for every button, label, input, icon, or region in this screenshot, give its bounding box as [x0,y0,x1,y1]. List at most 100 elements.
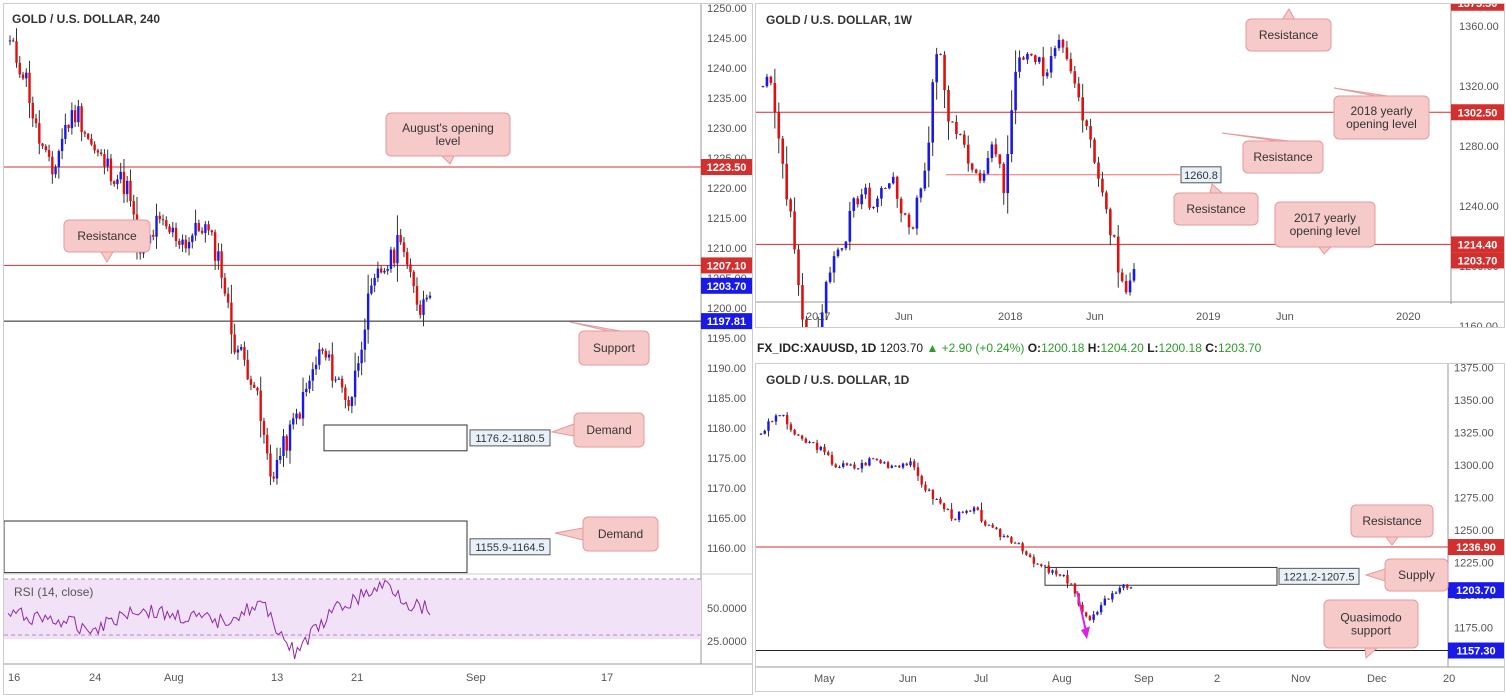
price-change: ▲ +2.90 (+0.24%) [926,341,1025,355]
callout-quasimodo: support [1351,624,1392,638]
candle-weekly [777,112,781,139]
candle-daily [1055,570,1058,575]
candle-daily [987,524,991,526]
price-tag: 1236.90 [1456,542,1496,554]
candle-weekly [805,319,808,327]
candle-daily [1028,554,1032,558]
candle-daily [1096,612,1099,615]
candle-240 [392,249,396,264]
candle-weekly [1081,97,1084,121]
zone-label-bg [469,538,551,556]
arrow-shaft [1076,590,1087,632]
close-label: C: [1205,341,1218,355]
candle-weekly [1049,56,1053,73]
candle-weekly [773,82,777,113]
y-tick: 1230.00 [707,123,747,135]
y-tick: 1360.00 [1459,21,1499,33]
candle-weekly [836,249,840,257]
candle-240 [295,413,298,419]
candle-daily [1099,605,1103,613]
price-axis [701,4,752,694]
price-tag-bg [701,313,752,330]
candle-weekly [990,144,994,159]
candle-weekly [769,76,773,83]
candle-daily [834,464,837,468]
candle-weekly [864,187,867,195]
x-tick: Sep [466,672,486,684]
y-tick: 1275.00 [1454,493,1494,505]
candle-daily [905,463,908,466]
candle-daily [898,465,901,468]
candle-daily [1118,587,1121,593]
candle-240 [99,152,103,155]
candle-weekly [962,134,966,145]
candle-240 [409,264,412,272]
candle-240 [266,434,269,454]
candle-240 [256,387,259,391]
price-tag-bg [1451,4,1504,11]
candle-240 [412,271,415,287]
candle-weekly [1124,281,1128,293]
candle-daily [871,458,875,460]
candle-daily [991,524,994,528]
chart-title: GOLD / U.S. DOLLAR, 1W [766,13,912,27]
open-label: O: [1027,341,1042,355]
zone-label: 1155.9-1164.5 [475,542,544,554]
price-tag-bg [1448,582,1504,599]
candle-weekly [1018,57,1021,72]
candle-240 [366,293,370,330]
candle-240 [126,180,129,195]
candle-daily [976,507,979,510]
candle-240 [86,133,90,139]
candle-240 [425,297,428,300]
candle-240 [233,334,236,353]
candle-240 [109,158,113,182]
candle-daily [1058,574,1062,576]
candle-daily [856,468,860,470]
x-tick: Aug [1052,673,1072,685]
candle-daily [789,424,793,430]
candle-240 [402,242,406,252]
candle-240 [194,222,197,236]
level-label: 1260.8 [1184,170,1218,182]
candle-240 [337,378,341,380]
zone-label: 1221.2-1207.5 [1284,571,1355,583]
low-label: L: [1147,341,1159,355]
candle-240 [340,378,344,388]
candle-weekly [1105,192,1108,210]
callout-resistance-pointer [100,251,114,263]
candle-240 [259,390,262,421]
candle-240 [70,110,74,129]
callout-demand-2: Demand [598,527,643,541]
candle-weekly [899,198,903,214]
candle-daily [980,509,983,522]
candle-240 [174,227,178,241]
y-tick: 1235.00 [707,93,747,105]
callout-resistance-low: Resistance [1186,202,1246,216]
y-tick: 1185.00 [707,393,746,405]
y-tick: 1240.00 [707,63,747,75]
candle-240 [80,106,83,133]
candle-weekly [1053,48,1057,57]
supply-zone [1044,566,1278,586]
candle-weekly [832,256,836,273]
callout-resistance: Resistance [1362,514,1422,528]
candle-240 [18,62,21,75]
candle-daily [845,463,849,466]
close-value: 1203.70 [1217,341,1262,355]
candle-240 [41,143,44,147]
candle-240 [83,132,87,134]
candle-weekly [915,197,919,229]
candle-240 [8,40,12,42]
candle-240 [64,124,67,139]
candle-240 [77,106,80,123]
price-tag: 1302.50 [1458,107,1498,119]
candle-weekly [951,121,954,123]
candle-weekly [955,121,958,135]
candle-240 [239,347,243,350]
candle-weekly [1109,209,1112,236]
candle-daily [815,442,819,450]
chart-panel-daily: 1375.00 1350.00 1325.00 1300.00 1275.00 1250.… [755,363,1505,692]
candle-weekly [891,176,895,184]
candle-daily [909,461,912,466]
